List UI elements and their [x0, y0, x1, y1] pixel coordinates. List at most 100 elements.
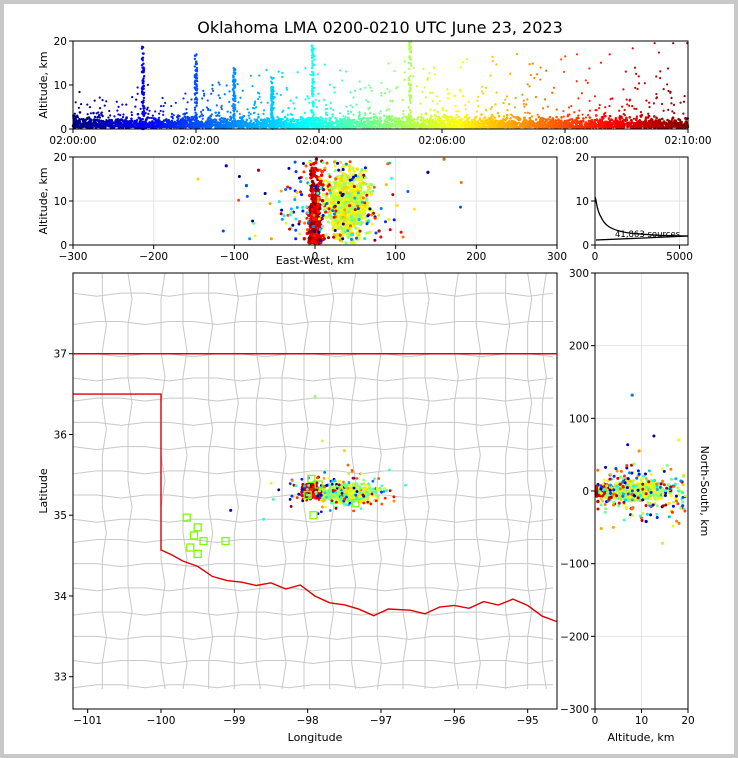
time-source-point: [628, 98, 632, 101]
time-source-point: [301, 117, 305, 121]
time-flash-point: [141, 66, 144, 69]
time-source-point: [670, 102, 673, 105]
time-source-point: [446, 97, 450, 100]
time-source-point: [494, 124, 497, 127]
time-source-point: [257, 97, 260, 101]
time-flash-point: [408, 78, 411, 82]
time-source-point: [509, 72, 512, 75]
time-source-point: [513, 106, 517, 109]
time-flash-point: [270, 109, 274, 112]
time-source-point: [225, 84, 228, 87]
time-source-point: [138, 126, 142, 129]
time-source-point: [654, 123, 658, 127]
time-source-point: [242, 114, 246, 118]
time-source-point: [249, 74, 252, 77]
time-source-point: [171, 125, 174, 128]
time-source-point: [597, 125, 601, 129]
time-source-point: [296, 125, 300, 129]
time-source-point: [262, 124, 265, 128]
time-source-point: [218, 83, 221, 86]
time-source-point: [92, 111, 95, 115]
time-source-point: [385, 117, 389, 120]
time-source-point: [552, 86, 556, 89]
time-source-point: [353, 121, 357, 125]
time-source-point: [264, 126, 267, 129]
time-flash-point: [407, 82, 411, 85]
time-source-point: [490, 106, 493, 109]
time-source-point: [651, 118, 654, 121]
time-source-point: [228, 90, 231, 93]
time-source-point: [526, 120, 529, 123]
time-source-point: [201, 117, 204, 120]
time-source-point: [506, 108, 509, 112]
time-source-point: [146, 83, 150, 86]
time-source-point: [424, 96, 428, 99]
time-flash-point: [141, 117, 144, 121]
time-source-point: [174, 101, 177, 104]
time-source-point: [304, 125, 307, 129]
time-source-point: [236, 110, 239, 113]
time-source-point: [568, 118, 572, 121]
time-source-point: [419, 115, 423, 119]
time-source-point: [338, 112, 342, 115]
time-source-point: [251, 85, 254, 88]
ew-source-point: [347, 169, 351, 173]
time-source-point: [346, 110, 350, 113]
time-source-point: [317, 118, 321, 122]
time-source-point: [322, 98, 326, 101]
time-source-point: [135, 98, 138, 101]
time-source-point: [636, 87, 639, 91]
time-source-point: [514, 116, 517, 119]
time-source-point: [625, 116, 628, 120]
time-source-point: [130, 111, 133, 114]
time-source-point: [266, 101, 269, 104]
time-source-point: [635, 115, 639, 118]
time-source-point: [154, 125, 158, 128]
time-source-point: [559, 125, 563, 128]
time-source-point: [304, 122, 307, 126]
time-source-point: [633, 66, 637, 69]
time-source-point: [190, 98, 193, 101]
ew-source-point: [387, 217, 391, 222]
time-source-point: [282, 124, 286, 128]
time-source-point: [504, 118, 507, 122]
time-source-point: [593, 118, 597, 122]
time-source-point: [574, 118, 578, 121]
time-source-point: [673, 123, 677, 127]
time-source-point: [448, 118, 451, 121]
time-source-point: [256, 118, 259, 121]
time-source-point: [380, 81, 383, 85]
time-source-point: [548, 115, 552, 119]
time-source-point: [370, 116, 373, 120]
time-source-point: [227, 123, 230, 127]
time-source-point: [464, 107, 467, 111]
time-flash-point: [311, 81, 314, 84]
time-source-point: [349, 110, 353, 114]
time-source-point: [238, 116, 242, 120]
time-flash-point: [234, 94, 237, 98]
time-flash-point: [232, 75, 235, 78]
time-source-point: [451, 118, 454, 122]
time-source-point: [295, 120, 299, 124]
time-source-point: [420, 126, 423, 129]
time-source-point: [530, 115, 534, 118]
time-source-point: [371, 123, 374, 127]
time-source-point: [676, 122, 679, 126]
time-source-point: [185, 111, 188, 115]
time-source-point: [446, 121, 450, 125]
time-source-point: [496, 111, 500, 115]
time-source-point: [246, 125, 249, 129]
time-source-point: [505, 95, 508, 98]
time-source-point: [121, 120, 125, 123]
time-source-point: [509, 113, 513, 116]
time-source-point: [125, 123, 129, 126]
time-source-point: [218, 114, 221, 117]
time-source-point: [255, 122, 259, 126]
time-source-point: [86, 125, 89, 129]
time-source-point: [465, 57, 469, 61]
time-flash-point: [141, 86, 144, 89]
time-source-point: [98, 96, 101, 99]
time-source-point: [159, 109, 162, 113]
time-source-point: [660, 117, 664, 121]
time-source-point: [197, 125, 201, 128]
